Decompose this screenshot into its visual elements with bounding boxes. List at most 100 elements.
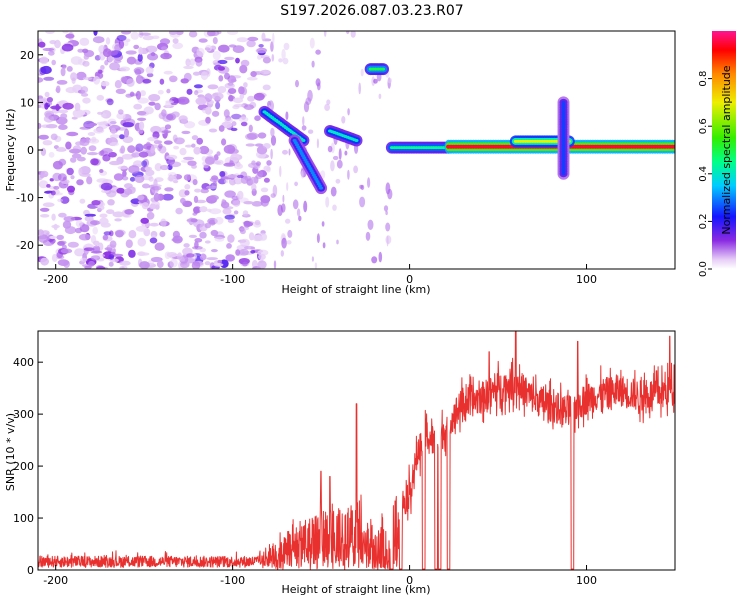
x-tick-label: -200: [43, 574, 68, 587]
noise-blob: [365, 231, 371, 241]
noise-blob: [154, 102, 161, 111]
noise-blob: [113, 173, 124, 181]
snr-x-axis: -200 -100 0 100: [43, 565, 597, 587]
noise-blob: [110, 127, 117, 135]
noise-blob: [154, 163, 162, 172]
noise-blob: [154, 242, 165, 251]
noise-blob: [302, 116, 305, 126]
noise-blob: [193, 146, 201, 155]
noise-blob: [160, 218, 167, 227]
noise-blob: [211, 92, 224, 100]
noise-blob: [61, 43, 74, 52]
noise-blob: [316, 233, 320, 244]
noise-blob: [378, 251, 383, 263]
noise-blob: [148, 176, 154, 182]
noise-blob: [153, 178, 158, 188]
colorbar-tick-label: 0.0: [698, 261, 709, 277]
noise-blob: [133, 103, 143, 110]
noise-blob: [114, 44, 122, 52]
noise-blob: [49, 235, 57, 240]
noise-blob: [119, 266, 125, 269]
noise-blob: [194, 188, 202, 193]
noise-blob: [271, 54, 275, 62]
noise-blob: [159, 231, 166, 238]
noise-blob: [206, 68, 211, 77]
noise-blob: [159, 38, 171, 45]
noise-blob: [332, 155, 339, 161]
noise-blob: [199, 253, 207, 261]
noise-blob: [49, 40, 57, 45]
noise-blob: [38, 134, 49, 140]
noise-blob: [122, 122, 134, 128]
noise-blob: [385, 210, 388, 216]
colorbar-gradient: [712, 31, 736, 269]
noise-blob: [76, 179, 84, 186]
noise-blob: [42, 140, 53, 146]
noise-blob: [96, 121, 105, 125]
noise-blob: [224, 214, 235, 220]
colorbar-tick-label: 0.4: [698, 166, 709, 182]
y-tick-label: 0: [27, 564, 34, 577]
noise-blob: [280, 250, 284, 257]
noise-blob: [217, 86, 227, 94]
spectrogram-ylabel: Frequency (Hz): [4, 109, 17, 192]
spectral-feature-core: [561, 132, 566, 136]
noise-blob: [360, 184, 365, 191]
noise-blob: [38, 95, 43, 100]
spectral-feature-core: [561, 130, 566, 134]
noise-blob: [207, 84, 219, 90]
noise-blob: [46, 184, 51, 188]
noise-blob: [227, 234, 235, 243]
noise-blob: [204, 222, 212, 229]
noise-blob: [258, 44, 264, 48]
spectral-feature-core: [561, 115, 566, 119]
noise-blob: [303, 101, 310, 113]
noise-blob: [386, 235, 389, 247]
noise-blob: [185, 144, 193, 148]
noise-blob: [246, 132, 259, 140]
noise-blob: [130, 31, 139, 40]
noise-blob: [109, 142, 119, 147]
noise-blob: [90, 158, 99, 166]
noise-blob: [128, 249, 136, 258]
noise-blob: [84, 265, 92, 269]
noise-blob: [191, 135, 199, 141]
spectral-feature-core: [561, 145, 566, 149]
noise-blob: [186, 253, 195, 258]
noise-blob: [212, 50, 221, 60]
noise-blob: [191, 143, 196, 148]
noise-blob: [123, 188, 133, 196]
noise-blob: [139, 32, 152, 36]
noise-blob: [350, 31, 356, 38]
noise-blob: [141, 160, 148, 167]
colorbar-tick-label: 0.8: [698, 71, 709, 87]
noise-blob: [257, 132, 267, 139]
noise-blob: [187, 160, 197, 166]
noise-blob: [86, 152, 99, 156]
noise-blob: [171, 238, 181, 242]
noise-blob: [173, 137, 185, 145]
noise-blob: [40, 170, 49, 178]
noise-blob: [199, 231, 207, 239]
spectral-feature-core: [561, 164, 566, 168]
spectrogram-y-axis: -20 -10 0 10 20: [16, 49, 43, 252]
noise-blob: [92, 36, 105, 44]
noise-blob: [237, 190, 244, 200]
noise-blob: [188, 31, 198, 38]
noise-blob: [244, 175, 252, 181]
noise-blob: [145, 169, 155, 176]
noise-blob: [60, 248, 73, 254]
noise-blob: [250, 250, 256, 254]
noise-blob: [205, 106, 212, 115]
colorbar-tick-label: 0.2: [698, 213, 709, 229]
noise-blob: [115, 230, 124, 238]
noise-blob: [257, 232, 268, 241]
noise-blob: [38, 41, 46, 48]
noise-blob: [159, 78, 165, 85]
noise-blob: [227, 174, 238, 179]
noise-blob: [116, 112, 126, 120]
noise-blob: [141, 202, 149, 210]
noise-blob: [257, 54, 262, 60]
noise-blob: [82, 76, 93, 81]
noise-blob: [112, 211, 125, 218]
